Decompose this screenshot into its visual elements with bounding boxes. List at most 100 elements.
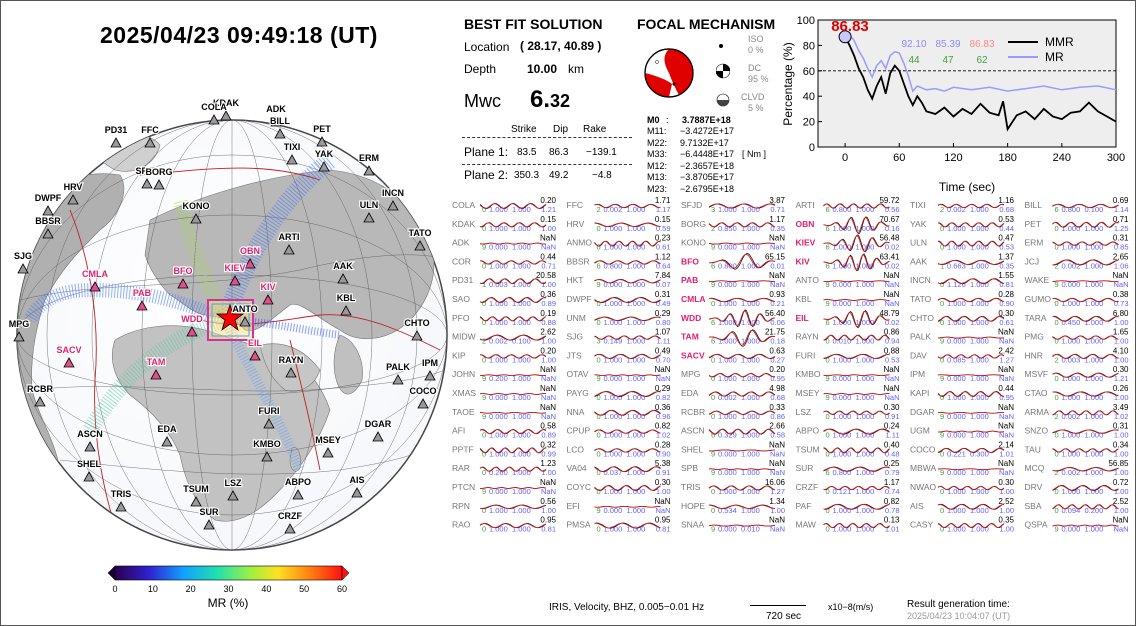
tensor-value: 9.7132E+17 [680,137,729,148]
waveform-param2: 1.000 [627,299,646,308]
waveform-mr: 0.31 [655,290,671,299]
waveform-synthetic [594,222,661,227]
waveform-param1: 1.000 [604,449,623,458]
waveform-mr: NaN [769,271,785,280]
waveform-panel: JTS 0.490 1.000 1.000 0.70 [567,346,672,364]
waveform-param2: 1.000 [856,205,875,214]
waveform-panel: INCN 1.55 0 1.126 1.000 0.81 [910,271,1015,289]
waveform-station: KDAK [452,219,475,229]
station-marker-icon [17,263,29,274]
station-tsum: TSUM [182,483,210,507]
waveform-station: BBSR [567,256,590,266]
station-label: YAK [315,149,334,159]
waveform-station: UGM [910,426,930,436]
waveform-panel: TAOE NaN 9 0.000 1.000 NaN [452,403,556,421]
waveform-mr: NaN [654,497,670,506]
waveform-flag: 0 [482,224,486,233]
waveform-station: DWPF [567,294,592,304]
waveform-param2: 0.100 [1085,205,1104,214]
station-label: MSEY [315,435,341,445]
waveform-station: NWAO [910,482,937,492]
waveform-param1: 0.221 [947,449,966,458]
moment-unit: [ Nm ] [742,149,766,159]
mmr-xlabel: Time (sec) [939,180,995,194]
waveform-lag: 0.48 [885,449,900,458]
waveform-mr: NaN [769,440,785,449]
station-tixi: TIXI [283,141,301,165]
waveform-lag: 0.90 [656,449,671,458]
mw-dec: 32 [550,91,571,111]
waveform-lag: 1.00 [656,487,671,496]
waveform-lag: NaN [541,374,556,383]
waveform-flag: 6 [826,261,830,270]
tensor-label: M33: [647,149,668,159]
waveform-lag: 0.06 [770,318,785,327]
station-aak: AAK [332,260,354,284]
waveform-param1: 1.000 [947,299,966,308]
waveform-param1: 1.000 [489,431,508,440]
waveform-param2: 1.000 [970,506,989,515]
waveform-param1: 1.000 [489,506,508,515]
waveform-station: ABPO [796,426,820,436]
station-sacv: SACV [55,344,83,368]
m0-sep: : [666,115,669,125]
waveform-param2: 1.000 [970,487,989,496]
waveform-panel: SJG 1.07 3 0.149 1.000 1.11 [567,328,672,346]
waveform-param2: 1.000 [627,261,646,270]
waveform-flag: 2 [711,224,715,233]
waveform-synthetic [479,523,547,529]
station-label: DWPF [35,193,62,203]
waveform-station: RAYN [796,332,819,342]
mmr-ytick-label: 20 [803,117,815,129]
waveform-synthetic [1052,524,1119,527]
station-label: BILL [270,116,290,126]
waveform-param2: 1.000 [856,525,875,534]
waveform-observed [708,353,776,359]
mmr-ytick-label: 100 [797,15,815,27]
station-marker-icon [414,240,426,251]
waveform-param2: 1.000 [627,318,646,327]
waveform-lag: 1.00 [1114,337,1129,346]
waveform-station: ARMA [1025,407,1050,417]
waveform-synthetic [594,260,661,265]
waveform-param1: 0.800 [604,261,623,270]
tensor-label: M11: [647,126,667,136]
waveform-flag: 0 [940,280,944,289]
mmr-xtick-label: 180 [998,152,1016,164]
station-marker-icon [136,300,148,311]
waveform-station: COYC [567,482,592,492]
waveform-synthetic [1052,353,1119,359]
waveform-flag: 0 [940,243,944,252]
waveform-mr: 0.28 [998,290,1014,299]
waveform-lag: 1.00 [999,506,1014,515]
waveform-param1: 1.000 [1062,393,1081,402]
waveform-panel: RCBR 0.330 1.000 1.000 0.86 [681,403,786,421]
waveform-synthetic [823,485,890,491]
series-line-mmr [844,36,1117,132]
waveform-flag: 0 [597,299,601,308]
waveform-param2: 1.000 [970,261,989,270]
waveform-panel: BBSR 1.12 6 0.800 1.000 0.64 [567,252,672,270]
waveform-param2: 1.000 [856,355,875,364]
station-label: EDA [157,424,177,434]
waveform-station: PD31 [452,275,474,285]
waveform-synthetic [823,311,890,327]
waveform-station: GUMO [1025,294,1052,304]
waveform-panel: FURI 0.880 1.000 1.000 0.53 [796,346,901,364]
station-furi: FURI [257,405,281,429]
waveform-synthetic [1052,410,1119,416]
waveform-param2: 1.000 [1085,299,1104,308]
station-marker-icon [285,367,297,378]
station-shel: SHEL [76,458,103,482]
waveform-param1: 0.002 [947,205,966,214]
waveform-param2: 1.000 [512,318,531,327]
waveform-panel: IPM NaN 9 0.000 1.000 NaN [910,365,1014,383]
station-tato: TATO [407,227,433,251]
waveform-mr: 0.19 [540,309,556,318]
waveform-synthetic [1052,259,1119,266]
station-tam: TAM [145,356,167,380]
waveform-param2: 1.000 [741,243,760,252]
waveform-synthetic [1052,504,1119,510]
waveform-synthetic [709,468,776,471]
waveform-flag: 0 [597,243,601,252]
